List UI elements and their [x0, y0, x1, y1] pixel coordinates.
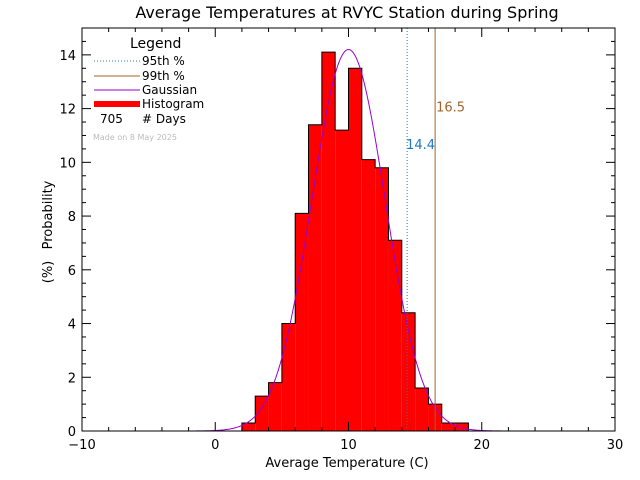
x-tick-label: 30 [607, 438, 624, 453]
y-tick-label: 6 [68, 264, 76, 279]
y-tick-label: 12 [59, 103, 76, 118]
y-axis-label: Probability [41, 180, 56, 249]
legend-histogram-label: Histogram [142, 97, 204, 111]
histogram-bar [348, 68, 362, 432]
histogram-bar [388, 240, 402, 431]
made-on-note: Made on 8 May 2025 [93, 133, 177, 142]
histogram-bar [415, 388, 429, 431]
histogram-bar [241, 422, 256, 431]
histogram-bars [241, 52, 469, 432]
histogram-bar [401, 312, 416, 431]
legend-days-label: # Days [142, 112, 186, 126]
x-axis-label: Average Temperature (C) [265, 456, 428, 471]
histogram-bar [281, 323, 296, 431]
y-axis-unit-label: (%) [41, 261, 56, 284]
y-tick-label: 14 [59, 49, 76, 64]
histogram-bar [308, 124, 322, 431]
legend-days-count: 705 [100, 112, 123, 126]
y-tick-label: 0 [68, 425, 76, 440]
histogram-bar [455, 422, 469, 431]
percentile-95-label: 14.4 [406, 138, 435, 153]
x-tick-label: 0 [211, 438, 219, 453]
histogram-bar [335, 130, 349, 432]
histogram-bar [295, 213, 309, 431]
x-tick-label: −10 [68, 438, 95, 453]
y-tick-label: 8 [68, 210, 76, 225]
histogram-bar [441, 422, 456, 431]
legend-99-label: 99th % [142, 69, 185, 83]
histogram-bar [361, 159, 376, 431]
x-tick-label: 10 [340, 438, 357, 453]
legend-95-label: 95th % [142, 54, 185, 68]
y-tick-label: 10 [59, 156, 76, 171]
x-axis: −10 0 10 20 30 [68, 28, 623, 453]
legend: Legend 95th % 99th % Gaussian Histogram … [93, 36, 204, 142]
histogram-bar [375, 167, 389, 431]
chart-title: Average Temperatures at RVYC Station dur… [135, 3, 558, 22]
histogram-bar [321, 52, 336, 432]
histogram-outline [241, 51, 469, 431]
gaussian-curve [194, 48, 503, 432]
histogram-bar [255, 396, 269, 431]
x-tick-label: 20 [473, 438, 490, 453]
legend-gaussian-label: Gaussian [142, 83, 197, 97]
plot-area: 14.4 16.5 [81, 27, 616, 432]
legend-title: Legend [130, 36, 181, 52]
y-axis: 0 2 4 6 8 10 12 14 [59, 40, 615, 440]
histogram-bar [268, 382, 282, 431]
y-tick-label: 4 [68, 318, 76, 333]
legend-histogram-swatch [94, 101, 140, 107]
y-tick-label: 2 [68, 371, 76, 386]
percentile-99-label: 16.5 [436, 100, 465, 115]
